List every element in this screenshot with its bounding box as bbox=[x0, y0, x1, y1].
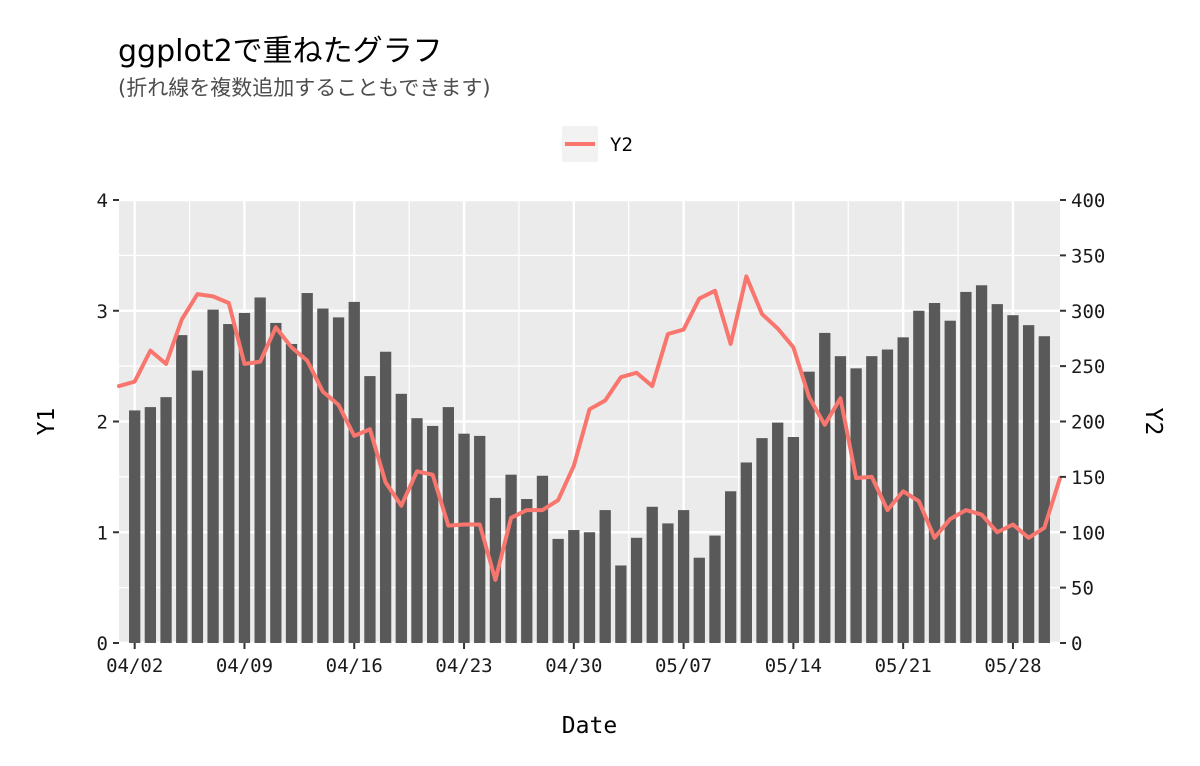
bar bbox=[944, 320, 956, 643]
y1-tick-label: 2 bbox=[97, 412, 108, 434]
y2-tick-label: 0 bbox=[1071, 633, 1082, 655]
bar bbox=[223, 324, 235, 643]
bar bbox=[599, 510, 611, 643]
bar bbox=[991, 304, 1003, 643]
legend-label: Y2 bbox=[610, 134, 633, 156]
bar bbox=[693, 557, 705, 643]
bar bbox=[395, 393, 407, 643]
bar bbox=[615, 565, 627, 643]
x-tick-label: 05/28 bbox=[984, 655, 1041, 677]
bar bbox=[129, 410, 141, 643]
y2-tick-label: 100 bbox=[1071, 522, 1105, 544]
bar bbox=[160, 397, 172, 643]
x-tick-label: 04/16 bbox=[326, 655, 383, 677]
y2-tick-label: 50 bbox=[1071, 578, 1094, 600]
bar bbox=[270, 322, 282, 643]
x-axis-title: Date bbox=[562, 713, 617, 739]
legend: Y2 bbox=[562, 126, 633, 162]
x-tick-label: 05/21 bbox=[875, 655, 932, 677]
bar bbox=[552, 538, 564, 643]
bar bbox=[458, 433, 470, 643]
bar bbox=[960, 291, 972, 643]
bar bbox=[505, 474, 517, 643]
bar bbox=[725, 491, 737, 643]
bar bbox=[238, 312, 251, 643]
bar bbox=[254, 297, 266, 643]
x-tick-label: 04/30 bbox=[545, 655, 602, 677]
x-tick-label: 05/07 bbox=[655, 655, 712, 677]
bar bbox=[1022, 325, 1035, 643]
bar bbox=[144, 407, 157, 643]
y1-tick-label: 1 bbox=[97, 522, 108, 544]
bar bbox=[348, 301, 360, 643]
bar bbox=[301, 293, 313, 643]
y1-tick-label: 0 bbox=[97, 633, 108, 655]
bar bbox=[772, 422, 784, 643]
chart-subtitle: (折れ線を複数追加することもできます) bbox=[118, 76, 491, 100]
bar bbox=[521, 499, 533, 643]
bar bbox=[756, 438, 768, 643]
series-line-y2 bbox=[117, 274, 1062, 582]
x-tick-label: 04/02 bbox=[106, 655, 163, 677]
bar bbox=[364, 376, 376, 643]
bar bbox=[1038, 336, 1050, 643]
x-tick-label: 05/14 bbox=[765, 655, 822, 677]
bar bbox=[474, 435, 486, 643]
y1-axis-title: Y1 bbox=[34, 408, 60, 436]
bar bbox=[379, 351, 392, 643]
bar bbox=[536, 475, 549, 643]
y2-tick-label: 400 bbox=[1071, 190, 1105, 212]
bar bbox=[646, 506, 658, 643]
bar bbox=[1007, 315, 1019, 643]
bar bbox=[285, 343, 298, 643]
bar bbox=[740, 462, 752, 643]
axes: 0 1 2 3 4 0 50 100 150 200 250 300 350 400 04/02 04/09 0… bbox=[34, 190, 1166, 739]
bar bbox=[803, 371, 815, 643]
x-tick-label: 04/09 bbox=[216, 655, 273, 677]
y2-tick-label: 300 bbox=[1071, 301, 1105, 323]
y2-axis-title: Y2 bbox=[1140, 408, 1166, 436]
bar bbox=[881, 349, 894, 643]
y1-tick-label: 3 bbox=[97, 301, 108, 323]
bar bbox=[191, 370, 204, 643]
bar bbox=[834, 356, 847, 643]
y2-tick-label: 250 bbox=[1071, 356, 1105, 378]
bar bbox=[677, 510, 690, 643]
bar bbox=[819, 332, 831, 643]
line-series bbox=[117, 274, 1062, 582]
bar bbox=[787, 437, 800, 643]
bar bbox=[975, 285, 988, 643]
x-tick-label: 04/23 bbox=[435, 655, 492, 677]
bar bbox=[583, 532, 596, 643]
bar bbox=[568, 530, 580, 643]
bar bbox=[411, 418, 423, 643]
y2-tick-label: 150 bbox=[1071, 467, 1105, 489]
bar bbox=[630, 537, 643, 643]
bar bbox=[489, 497, 502, 643]
bar bbox=[928, 302, 941, 643]
chart-title: ggplot2で重ねたグラフ bbox=[118, 34, 443, 69]
bar bbox=[850, 368, 862, 643]
y1-tick-label: 4 bbox=[97, 190, 108, 212]
bar-series bbox=[129, 285, 1050, 643]
y2-tick-label: 200 bbox=[1071, 412, 1105, 434]
bar bbox=[866, 356, 878, 643]
bar bbox=[176, 335, 188, 643]
bar bbox=[427, 425, 439, 643]
bar bbox=[709, 535, 721, 643]
bar bbox=[332, 317, 345, 643]
bar bbox=[317, 308, 329, 643]
bar bbox=[207, 309, 219, 643]
y2-tick-label: 350 bbox=[1071, 245, 1105, 267]
bar bbox=[662, 523, 674, 643]
bar bbox=[913, 310, 925, 643]
